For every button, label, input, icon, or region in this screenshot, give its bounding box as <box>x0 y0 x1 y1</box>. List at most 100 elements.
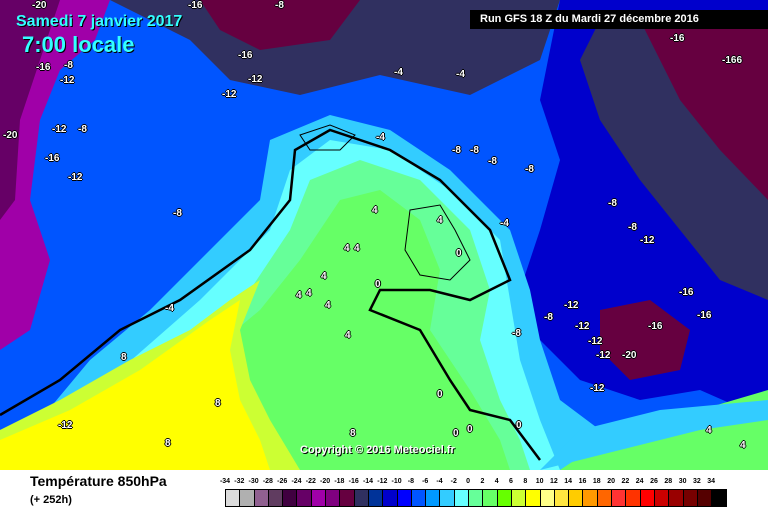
legend-tick-label: -6 <box>422 478 429 485</box>
contour-label: -16 <box>648 321 663 332</box>
contour-label: 8 <box>215 398 221 409</box>
legend-swatch <box>526 490 541 506</box>
legend-tick-label: 2 <box>480 478 485 485</box>
color-legend <box>225 489 728 507</box>
legend-tick-label: 16 <box>578 478 587 485</box>
legend-swatch <box>612 490 627 506</box>
contour-label: 4 <box>344 243 350 254</box>
forecast-time: 7:00 locale <box>22 32 135 57</box>
contour-label: -16 <box>697 310 712 321</box>
legend-swatch <box>669 490 684 506</box>
contour-label: -12 <box>58 420 73 431</box>
legend-swatch <box>597 490 613 506</box>
contour-label: 8 <box>165 438 171 449</box>
contour-label: -4 <box>165 303 174 314</box>
field-yellow <box>0 300 270 470</box>
contour-label: -20 <box>3 130 18 141</box>
contour-label: -16 <box>45 153 60 164</box>
contour-label: -8 <box>470 145 479 156</box>
legend-tick-label: 24 <box>635 478 644 485</box>
contour-label: 4 <box>740 440 746 451</box>
legend-swatch <box>454 490 470 506</box>
legend-tick-label: -18 <box>334 478 345 485</box>
legend-swatch <box>340 490 355 506</box>
contour-label: -12 <box>640 235 655 246</box>
map-title: Température 850hPa <box>30 473 167 489</box>
legend-labels: -34 -32 -30 -28 -26 -24 -22 -20 -18 -16 -14 -12 -10-… <box>220 478 745 488</box>
legend-tick-label: 0 <box>466 478 471 485</box>
legend-tick-label: 6 <box>509 478 513 485</box>
contour-label: 8 <box>121 352 127 363</box>
contour-label: -12 <box>248 74 263 85</box>
legend-tick-label: -12 <box>377 478 388 485</box>
legend-tick-label: 32 <box>692 478 701 485</box>
contour-label: 4 <box>345 330 351 341</box>
footer: Température 850hPa (+ 252h) -34 -32 -30 -28… <box>0 470 768 512</box>
contour-label: 0 <box>375 279 381 290</box>
contour-label: 4 <box>437 215 443 226</box>
contour-label: -8 <box>544 312 553 323</box>
contour-label: -12 <box>222 89 237 100</box>
legend-swatch <box>640 490 655 506</box>
contour-label: -8 <box>628 222 637 233</box>
legend-tick-label: 10 <box>535 478 544 485</box>
legend-tick-label: -28 <box>262 478 273 485</box>
contour-label: -16 <box>238 50 253 61</box>
contour-label: 4 <box>325 300 331 311</box>
contour-label: -8 <box>173 208 182 219</box>
legend-tick-label: -26 <box>277 478 288 485</box>
contour-label: -8 <box>78 124 87 135</box>
field-cyan-south-east <box>540 400 768 470</box>
contour-label: -12 <box>575 321 590 332</box>
contour-label: -20 <box>622 350 637 361</box>
contour-label: -16 <box>188 0 203 11</box>
legend-swatch <box>497 490 512 506</box>
legend-tick-label: -16 <box>348 478 359 485</box>
contour-label: -8 <box>275 0 284 11</box>
legend-swatch <box>469 490 484 506</box>
legend-tick-label: 30 <box>678 478 687 485</box>
legend-swatch <box>626 490 641 506</box>
contour-label: -8 <box>512 328 521 339</box>
contour-label: -4 <box>376 132 385 143</box>
temperature-850hpa-map <box>0 0 768 470</box>
legend-tick-label: -34 <box>219 478 231 485</box>
legend-swatch <box>297 490 312 506</box>
contour-label: 0 <box>453 428 459 439</box>
legend-swatch <box>483 490 498 506</box>
contour-label: -8 <box>488 156 497 167</box>
contour-label: -12 <box>596 350 611 361</box>
forecast-date: Samedi 7 janvier 2017 <box>16 13 183 30</box>
legend-swatch <box>283 490 298 506</box>
contour-label: -12 <box>590 383 605 394</box>
legend-swatch <box>326 490 341 506</box>
copyright: Copyright © 2016 Meteociel.fr <box>300 444 455 456</box>
contour-label: -20 <box>32 0 47 11</box>
legend-swatch <box>511 490 527 506</box>
field-balkan-wine <box>600 300 690 380</box>
legend-swatch <box>426 490 441 506</box>
legend-swatch <box>354 490 369 506</box>
legend-swatch <box>697 490 713 506</box>
coastline-iceland <box>299 124 356 151</box>
contour-label: -8 <box>452 145 461 156</box>
legend-tick-label: -30 <box>248 478 259 485</box>
legend-swatch <box>540 490 555 506</box>
legend-swatch <box>569 490 584 506</box>
legend-swatch <box>268 490 284 506</box>
legend-tick-label: 26 <box>650 478 658 485</box>
contour-label: -4 <box>500 218 509 229</box>
contour-label: 0 <box>437 389 443 400</box>
contour-label: 4 <box>306 288 312 299</box>
contour-label: 4 <box>354 243 360 254</box>
legend-tick-label: -2 <box>450 478 457 485</box>
contour-label: -8 <box>608 198 617 209</box>
legend-tick-label: -24 <box>291 478 302 485</box>
contour-label: -12 <box>60 75 75 86</box>
contour-label: 0 <box>516 420 522 431</box>
legend-tick-label: -32 <box>234 478 245 485</box>
legend-swatch <box>397 490 412 506</box>
contour-label: -12 <box>564 300 579 311</box>
legend-tick-label: 14 <box>564 478 573 485</box>
legend-swatch <box>226 490 241 506</box>
